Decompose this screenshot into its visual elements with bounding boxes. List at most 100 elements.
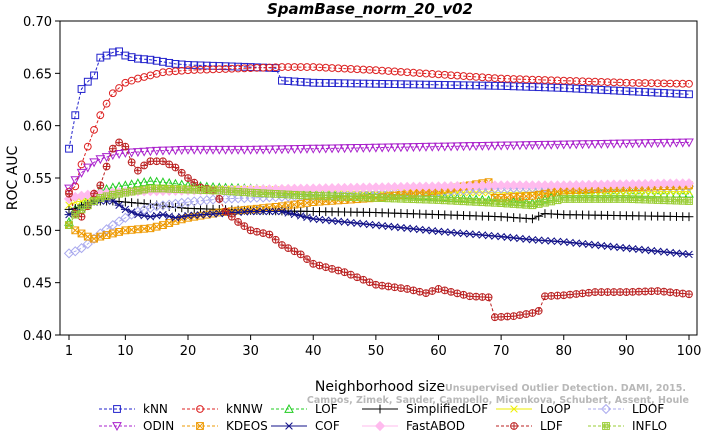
data-point (566, 290, 574, 299)
data-point (340, 79, 349, 88)
data-point (634, 195, 643, 204)
data-point (339, 144, 350, 154)
data-point (453, 81, 462, 90)
data-point (422, 80, 430, 89)
data-point (521, 235, 531, 243)
data-point (534, 307, 543, 315)
data-point (290, 247, 299, 256)
data-point (660, 196, 668, 205)
data-point (77, 229, 86, 238)
data-point (70, 176, 81, 186)
data-point (678, 79, 687, 88)
data-point (640, 246, 650, 254)
data-point (359, 65, 368, 74)
y-tick-label: 0.40 (23, 329, 52, 344)
y-tick-label: 0.45 (23, 277, 52, 292)
data-point (465, 72, 474, 81)
data-point (522, 75, 531, 84)
data-point (234, 187, 242, 196)
data-point (309, 259, 318, 268)
data-point (221, 187, 230, 195)
data-point (65, 189, 73, 198)
data-point (152, 211, 162, 220)
data-point (534, 75, 543, 84)
data-point (126, 148, 137, 158)
data-point (284, 77, 293, 85)
legend-label: COF (315, 419, 340, 433)
data-point (578, 77, 587, 86)
data-point (559, 291, 568, 300)
data-point (139, 147, 149, 157)
data-point (597, 195, 606, 203)
data-point (146, 55, 155, 64)
data-point (340, 218, 349, 226)
data-point (289, 145, 300, 155)
data-point (440, 81, 449, 89)
data-point (459, 81, 468, 90)
data-point (145, 147, 156, 157)
legend-label: kNN (143, 402, 168, 416)
data-point (328, 64, 336, 72)
data-point (77, 205, 86, 214)
data-point (596, 241, 606, 250)
data-point (403, 80, 412, 89)
data-point (427, 226, 437, 235)
data-point (365, 65, 374, 74)
series-odin (64, 138, 694, 194)
data-point (647, 79, 656, 88)
data-point (603, 242, 612, 250)
data-point (252, 145, 262, 155)
data-point (215, 195, 224, 203)
data-point (258, 145, 268, 155)
data-point (390, 194, 399, 203)
data-point (353, 79, 361, 88)
data-point (177, 66, 186, 75)
data-point (209, 61, 217, 70)
data-point (459, 197, 468, 206)
data-point (453, 289, 462, 298)
data-point (572, 77, 581, 85)
data-point (384, 194, 393, 203)
data-point (497, 74, 506, 83)
data-point (133, 225, 142, 234)
data-point (83, 201, 92, 210)
data-point (159, 157, 167, 166)
data-point (508, 141, 519, 151)
data-point (127, 158, 136, 167)
data-point (660, 79, 668, 88)
data-point (390, 80, 399, 89)
data-point (603, 86, 612, 95)
data-point (96, 111, 105, 120)
x-tick-label: 10 (117, 344, 134, 359)
data-point (502, 141, 513, 151)
data-point (133, 166, 142, 175)
data-point (684, 138, 694, 148)
data-point (522, 82, 531, 91)
data-point (666, 288, 675, 297)
data-point (196, 186, 205, 194)
data-point (371, 193, 380, 202)
data-point (584, 77, 593, 86)
data-point (290, 77, 299, 86)
data-point (516, 311, 524, 320)
data-point (628, 87, 637, 96)
data-point (296, 63, 305, 71)
data-point (683, 178, 695, 189)
data-point (378, 80, 387, 88)
data-point (346, 193, 355, 201)
data-point (672, 89, 681, 98)
data-point (452, 229, 462, 237)
data-point (472, 81, 480, 90)
data-point (653, 196, 662, 204)
data-point (447, 81, 455, 89)
data-point (308, 215, 318, 223)
data-point (666, 79, 675, 88)
data-point (302, 144, 312, 154)
data-point (628, 78, 637, 87)
data-point (340, 64, 349, 73)
data-point (321, 192, 330, 201)
watermark-line-1: Unsupervised Outlier Detection. DAMI, 20… (445, 383, 686, 394)
data-point (616, 195, 625, 203)
data-point (459, 229, 468, 238)
data-point (102, 162, 111, 171)
